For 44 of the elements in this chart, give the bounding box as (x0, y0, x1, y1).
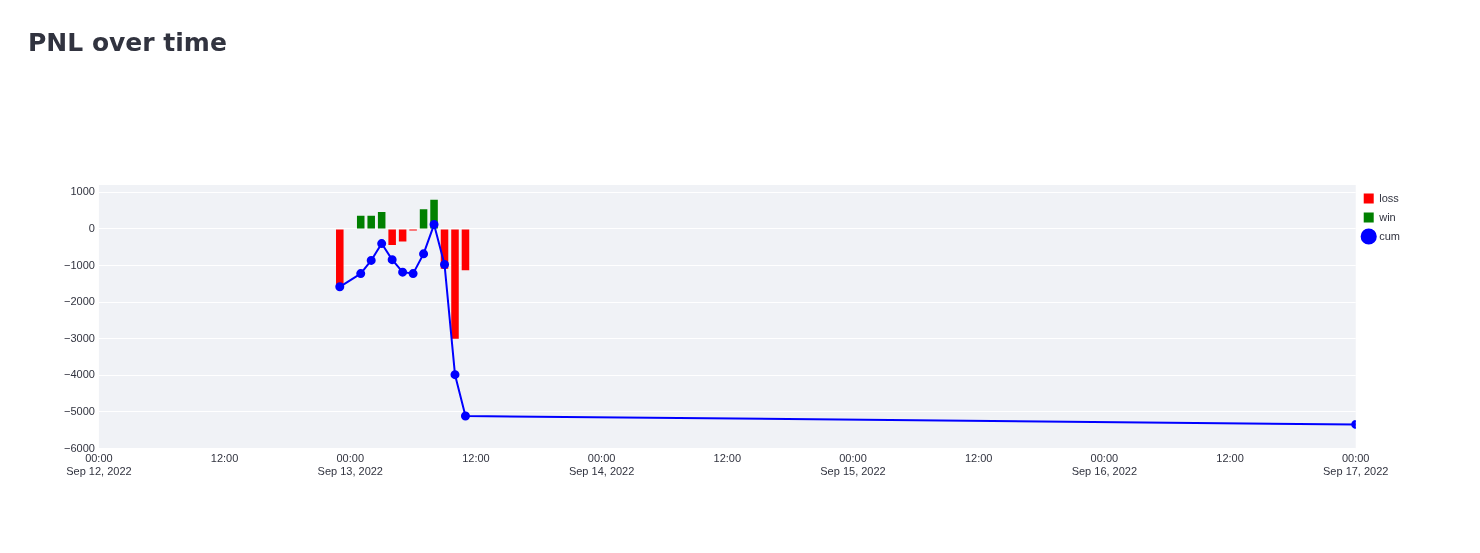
y-tick-label: −5000 (63, 405, 95, 418)
x-tick-label: 00:00 Sep 13, 2022 (317, 452, 383, 478)
bar (451, 229, 459, 339)
y-tick-label: 1000 (70, 185, 95, 198)
y-tick-label: −3000 (63, 331, 95, 344)
x-tick-label: 00:00 Sep 16, 2022 (1071, 452, 1138, 478)
x-tick-label: 12:00 (1216, 452, 1244, 465)
bar (336, 229, 344, 287)
point (335, 282, 345, 292)
point (440, 259, 450, 269)
point (356, 269, 366, 279)
bar (388, 229, 396, 246)
x-tick-label: 00:00 Sep 12, 2022 (66, 452, 132, 478)
legend-label: cum (1379, 229, 1400, 242)
chart-title: PNL over time (28, 28, 227, 57)
bar (398, 229, 407, 242)
x-tick-label: 00:00 Sep 14, 2022 (568, 452, 635, 478)
y-tick-label: −4000 (63, 368, 95, 381)
legend-label: loss (1379, 191, 1400, 204)
point (398, 267, 408, 277)
legend-label: win (1378, 210, 1396, 223)
x-tick-label: 12:00 (462, 452, 490, 465)
point (366, 255, 376, 265)
bar (356, 215, 365, 229)
point (387, 255, 397, 265)
point (429, 220, 439, 230)
point (460, 411, 470, 421)
point (408, 269, 418, 279)
point (377, 239, 387, 249)
bar (377, 212, 386, 229)
x-tick-label: 12:00 (713, 452, 742, 465)
bar (367, 215, 375, 229)
point (450, 370, 460, 380)
bar (419, 209, 428, 229)
point (419, 249, 429, 259)
x-tick-label: 12:00 (210, 452, 239, 465)
y-tick-label: 0 (88, 221, 95, 234)
x-tick-label: 00:00 Sep 17, 2022 (1322, 452, 1389, 478)
x-tick-label: 12:00 (964, 452, 993, 465)
y-tick-label: −6000 (63, 441, 95, 454)
x-tick-label: 00:00 Sep 15, 2022 (820, 452, 886, 478)
bar (461, 229, 470, 271)
y-tick-label: −2000 (63, 295, 95, 308)
y-tick-label: −1000 (63, 258, 95, 271)
